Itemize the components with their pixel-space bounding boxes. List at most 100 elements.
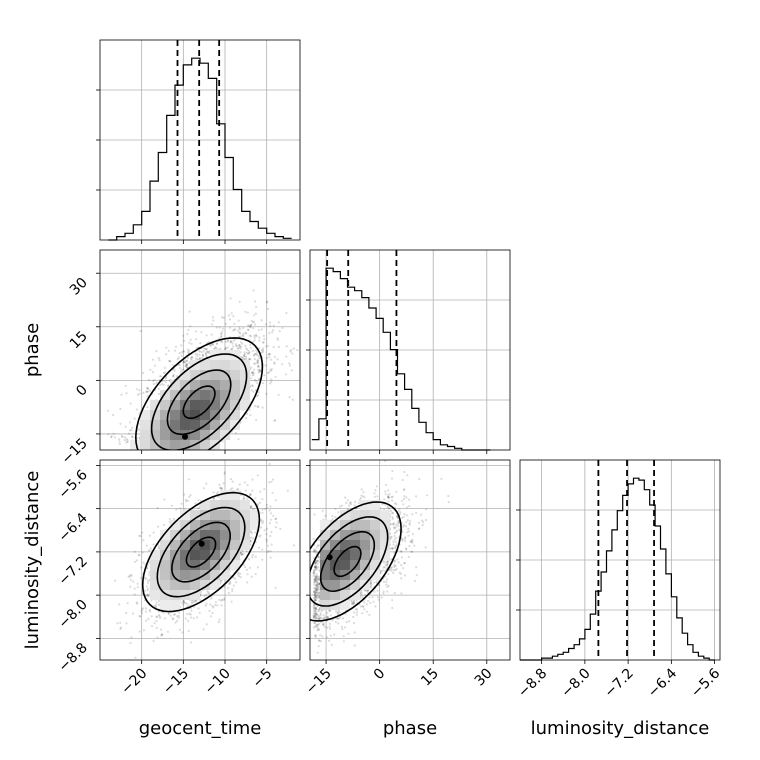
sample-point [277,345,280,349]
sample-point [250,319,253,322]
sample-point [214,346,217,349]
sample-point [174,621,177,624]
sample-point [182,361,185,364]
sample-point [256,359,259,362]
sample-point [236,487,239,491]
sample-point [268,521,271,525]
sample-point [237,319,240,322]
density-cell [200,400,210,410]
sample-point [229,341,232,344]
sample-point [265,392,268,395]
sample-point [192,600,195,603]
sample-point [215,492,218,495]
contour-line [166,369,232,436]
sample-point [274,517,277,520]
sample-point [166,630,169,633]
density-cell [200,380,210,390]
sample-point [272,514,275,517]
sample-point [262,350,265,353]
sample-point [259,490,262,493]
sample-point [313,598,317,602]
sample-point [264,508,267,511]
density-cell [180,520,190,530]
sample-point [266,544,269,547]
sample-point [190,601,193,604]
sample-point [118,440,121,443]
sample-point [269,512,272,515]
sample-point [172,618,175,621]
density-cell [200,360,210,370]
sample-point [205,334,208,337]
sample-point [119,422,122,425]
sample-point [289,350,292,353]
sample-point [146,386,149,389]
sample-point [363,601,366,604]
sample-point [133,550,136,554]
sample-point [204,352,207,355]
sample-point [261,511,264,514]
sample-point [172,373,175,376]
sample-point [204,348,208,351]
sample-point [161,382,164,385]
sample-point [231,348,234,351]
sample-point [242,552,245,556]
sample-point [376,596,379,599]
sample-point [251,489,254,492]
sample-point [146,390,149,393]
sample-point [133,417,136,420]
sample-point [146,593,149,597]
density-cell [210,370,220,380]
sample-point [220,579,223,582]
sample-point [249,343,252,346]
sample-point [256,361,259,365]
sample-point [133,560,137,563]
sample-point [180,601,183,604]
sample-point [143,589,147,592]
density-cell [240,390,250,400]
sample-point [146,395,149,398]
sample-point [198,353,201,356]
sample-point [195,338,198,341]
sample-point [257,546,260,549]
sample-point [113,436,117,439]
sample-point [244,566,247,569]
sample-point [245,550,248,553]
sample-point [239,347,242,350]
sample-point [116,622,119,625]
sample-point [146,581,150,585]
sample-point [385,580,388,583]
sample-point [255,305,258,308]
density-cell [240,510,250,520]
density-cell [200,410,210,420]
sample-point [401,516,404,520]
sample-point [232,584,235,587]
sample-point [127,575,130,578]
sample-point [176,375,179,378]
sample-point [150,624,154,628]
sample-point [291,352,294,355]
sample-point [186,351,189,354]
sample-point [252,371,255,374]
sample-point [187,619,190,623]
sample-point [252,314,256,317]
sample-point [254,352,257,356]
sample-point [249,536,253,539]
sample-point [251,553,254,557]
sample-point [317,578,320,581]
density-cell [170,530,180,540]
sample-point [231,590,234,593]
density-cell [210,410,220,420]
sample-point [144,577,148,580]
sample-point [268,353,272,356]
density-cell [220,370,230,380]
density-cell [160,600,170,610]
sample-point [256,382,259,385]
sample-point [253,336,256,339]
sample-point [204,348,207,351]
sample-point [173,613,177,616]
sample-point [254,555,257,558]
sample-point [229,580,232,584]
sample-point [266,551,269,554]
sample-point [268,331,271,334]
sample-point [252,340,255,343]
